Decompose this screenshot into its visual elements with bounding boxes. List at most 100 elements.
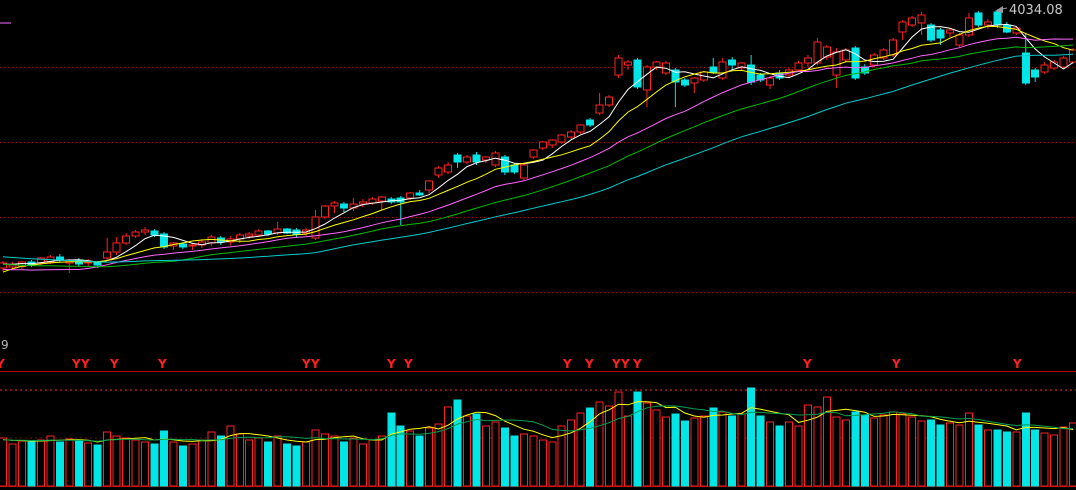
volume-bar	[112, 435, 121, 487]
candle	[709, 57, 718, 75]
event-marker-y[interactable]: Y	[109, 357, 119, 371]
volume-bar	[983, 429, 992, 487]
candle-layer	[0, 10, 1076, 273]
volume-bar	[65, 438, 74, 487]
candle	[766, 75, 775, 90]
event-marker-y[interactable]: Y	[632, 357, 642, 371]
candle	[358, 199, 367, 208]
volume-bar	[425, 427, 434, 487]
volume-bar	[150, 443, 159, 487]
candle	[141, 227, 150, 235]
volume-bar	[964, 412, 973, 487]
volume-bar	[396, 425, 405, 487]
volume-bar	[1059, 426, 1068, 487]
candle	[122, 232, 131, 245]
volume-bar	[605, 405, 614, 487]
volume-bar	[283, 443, 292, 487]
volume-bar	[463, 415, 472, 487]
candle	[879, 47, 888, 60]
event-marker-y[interactable]: Y	[584, 357, 594, 371]
volume-bar	[387, 412, 396, 487]
volume-bar	[84, 442, 93, 487]
volume-bar	[245, 439, 254, 487]
volume-bar	[955, 424, 964, 487]
volume-ma-line-5	[2, 401, 1074, 443]
volume-bar	[946, 422, 954, 487]
candle	[131, 230, 140, 238]
volume-bar	[17, 440, 26, 487]
event-marker-y[interactable]: Y	[80, 357, 90, 371]
candle	[794, 60, 803, 73]
candle	[339, 201, 348, 213]
candle	[311, 210, 320, 240]
event-marker-y[interactable]: Y	[386, 357, 396, 371]
ma-line-45	[2, 53, 1074, 263]
event-marker-y[interactable]: Y	[802, 357, 812, 371]
candle	[444, 162, 453, 175]
volume-bar	[368, 439, 377, 487]
volume-bar	[178, 445, 187, 487]
event-marker-y[interactable]: Y	[620, 357, 630, 371]
volume-bar	[1069, 422, 1076, 487]
candle	[671, 67, 680, 108]
volume-bar	[169, 441, 178, 487]
volume-bar	[415, 435, 424, 487]
candle	[983, 19, 992, 30]
candle	[974, 10, 983, 28]
candle	[1059, 55, 1068, 70]
volume-bar	[292, 445, 301, 487]
volume-bar	[728, 415, 737, 487]
volume-bar	[491, 421, 500, 487]
candle	[813, 37, 822, 65]
candle	[292, 227, 301, 238]
event-marker-y[interactable]: Y	[562, 357, 572, 371]
volume-bar	[46, 435, 55, 487]
event-marker-y[interactable]: Y	[891, 357, 901, 371]
candle	[519, 164, 528, 180]
volume-bar	[159, 430, 168, 487]
volume-bar	[832, 416, 841, 487]
volume-bar	[624, 415, 633, 487]
candle	[500, 155, 509, 175]
event-marker-y[interactable]: Y	[310, 357, 320, 371]
volume-bar	[633, 391, 642, 487]
volume-bar	[766, 421, 775, 487]
candle	[1031, 67, 1040, 83]
volume-bar	[0, 437, 7, 487]
event-marker-y[interactable]: Y	[0, 357, 5, 371]
candle	[595, 92, 604, 115]
event-marker-y[interactable]: Y	[1012, 357, 1022, 371]
volume-bar	[510, 435, 519, 487]
event-marker-y[interactable]: Y	[403, 357, 413, 371]
candle	[453, 152, 462, 168]
event-marker-y[interactable]: Y	[71, 357, 81, 371]
volume-bar	[358, 443, 367, 487]
event-marker-y[interactable]: Y	[157, 357, 167, 371]
volume-bar	[529, 435, 538, 487]
volume-bar	[131, 439, 140, 487]
candle	[557, 134, 566, 145]
volume-bar	[197, 439, 206, 487]
event-marker-y[interactable]: Y	[611, 357, 621, 371]
volume-bar	[870, 417, 879, 487]
volume-bar	[8, 443, 17, 487]
candle	[917, 12, 926, 35]
candle	[642, 65, 651, 108]
volume-bar	[320, 433, 329, 487]
candle	[538, 140, 547, 150]
volume-bar	[339, 441, 348, 487]
volume-bar	[444, 406, 453, 487]
price-callout-label: 4034.08	[1009, 3, 1063, 18]
volume-bar	[377, 435, 386, 487]
candle	[567, 130, 576, 140]
ma-line-5	[2, 23, 1074, 265]
volume-bar	[813, 406, 822, 487]
volume-bar	[851, 411, 860, 487]
volume-bar	[1031, 429, 1040, 487]
volume-bar	[311, 429, 320, 487]
volume-bar	[406, 430, 415, 487]
volume-bar	[718, 411, 727, 487]
event-marker-y[interactable]: Y	[301, 357, 311, 371]
candle	[718, 57, 727, 80]
